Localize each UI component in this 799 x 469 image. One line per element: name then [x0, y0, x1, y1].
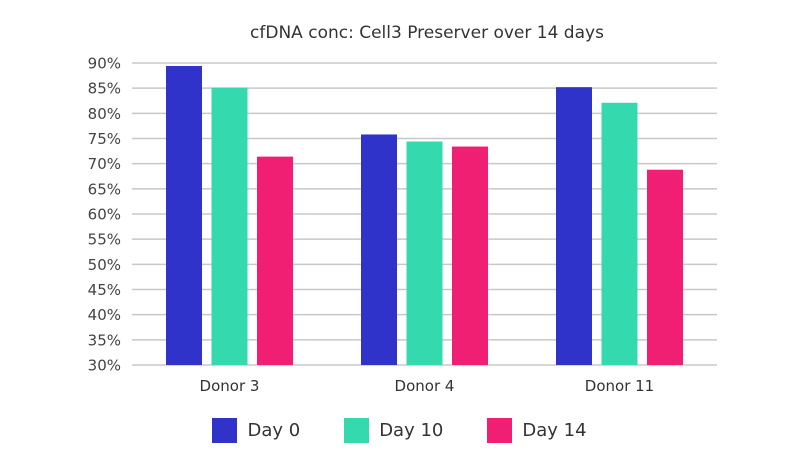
bar-day-14-donor-11 — [647, 169, 683, 365]
y-tick-label: 75% — [88, 130, 121, 148]
y-tick-label: 80% — [88, 105, 121, 123]
legend-swatch — [344, 418, 370, 443]
y-tick-label: 60% — [88, 206, 121, 224]
legend-label: Day 0 — [247, 420, 301, 441]
bar-day-0-donor-3 — [166, 66, 202, 366]
y-tick-label: 65% — [88, 180, 121, 198]
bar-day-10-donor-3 — [211, 87, 248, 365]
y-tick-label: 30% — [88, 357, 121, 375]
bar-day-14-donor-3 — [257, 156, 293, 365]
y-tick-label: 35% — [88, 331, 121, 349]
y-tick-label: 85% — [88, 80, 121, 98]
legend-item: Day 14 — [487, 418, 587, 443]
y-tick-label: 50% — [88, 256, 121, 274]
legend-item: Day 0 — [212, 418, 300, 443]
y-tick-label: 45% — [88, 281, 121, 299]
y-tick-label: 40% — [88, 306, 121, 324]
bar-day-10-donor-4 — [406, 141, 443, 365]
y-axis-ticks: 30% 35% 40% 45% 50% 55% 60% 65% 70% 75% 80% 85% 90% — [88, 55, 121, 375]
bar-day-14-donor-4 — [452, 146, 488, 365]
bar-day-10-donor-11 — [601, 102, 638, 365]
legend-swatch — [487, 418, 513, 443]
x-axis-categories: Donor 3 Donor 4 Donor 11 — [200, 377, 655, 395]
legend-label: Day 14 — [522, 420, 587, 441]
legend: Day 0 Day 10 Day 14 — [0, 418, 799, 443]
x-category-label: Donor 11 — [585, 377, 654, 395]
legend-item: Day 10 — [344, 418, 443, 443]
bar-day-0-donor-11 — [556, 87, 592, 365]
x-category-label: Donor 4 — [395, 377, 455, 395]
legend-label: Day 10 — [379, 420, 444, 441]
y-tick-label: 90% — [88, 55, 121, 73]
chart-title: cfDNA conc: Cell3 Preserver over 14 days — [250, 23, 604, 43]
x-category-label: Donor 3 — [200, 377, 260, 395]
bars — [166, 66, 683, 366]
y-tick-label: 55% — [88, 231, 121, 249]
bar-day-0-donor-4 — [361, 134, 397, 365]
y-tick-label: 70% — [88, 155, 121, 173]
legend-swatch — [212, 418, 238, 443]
